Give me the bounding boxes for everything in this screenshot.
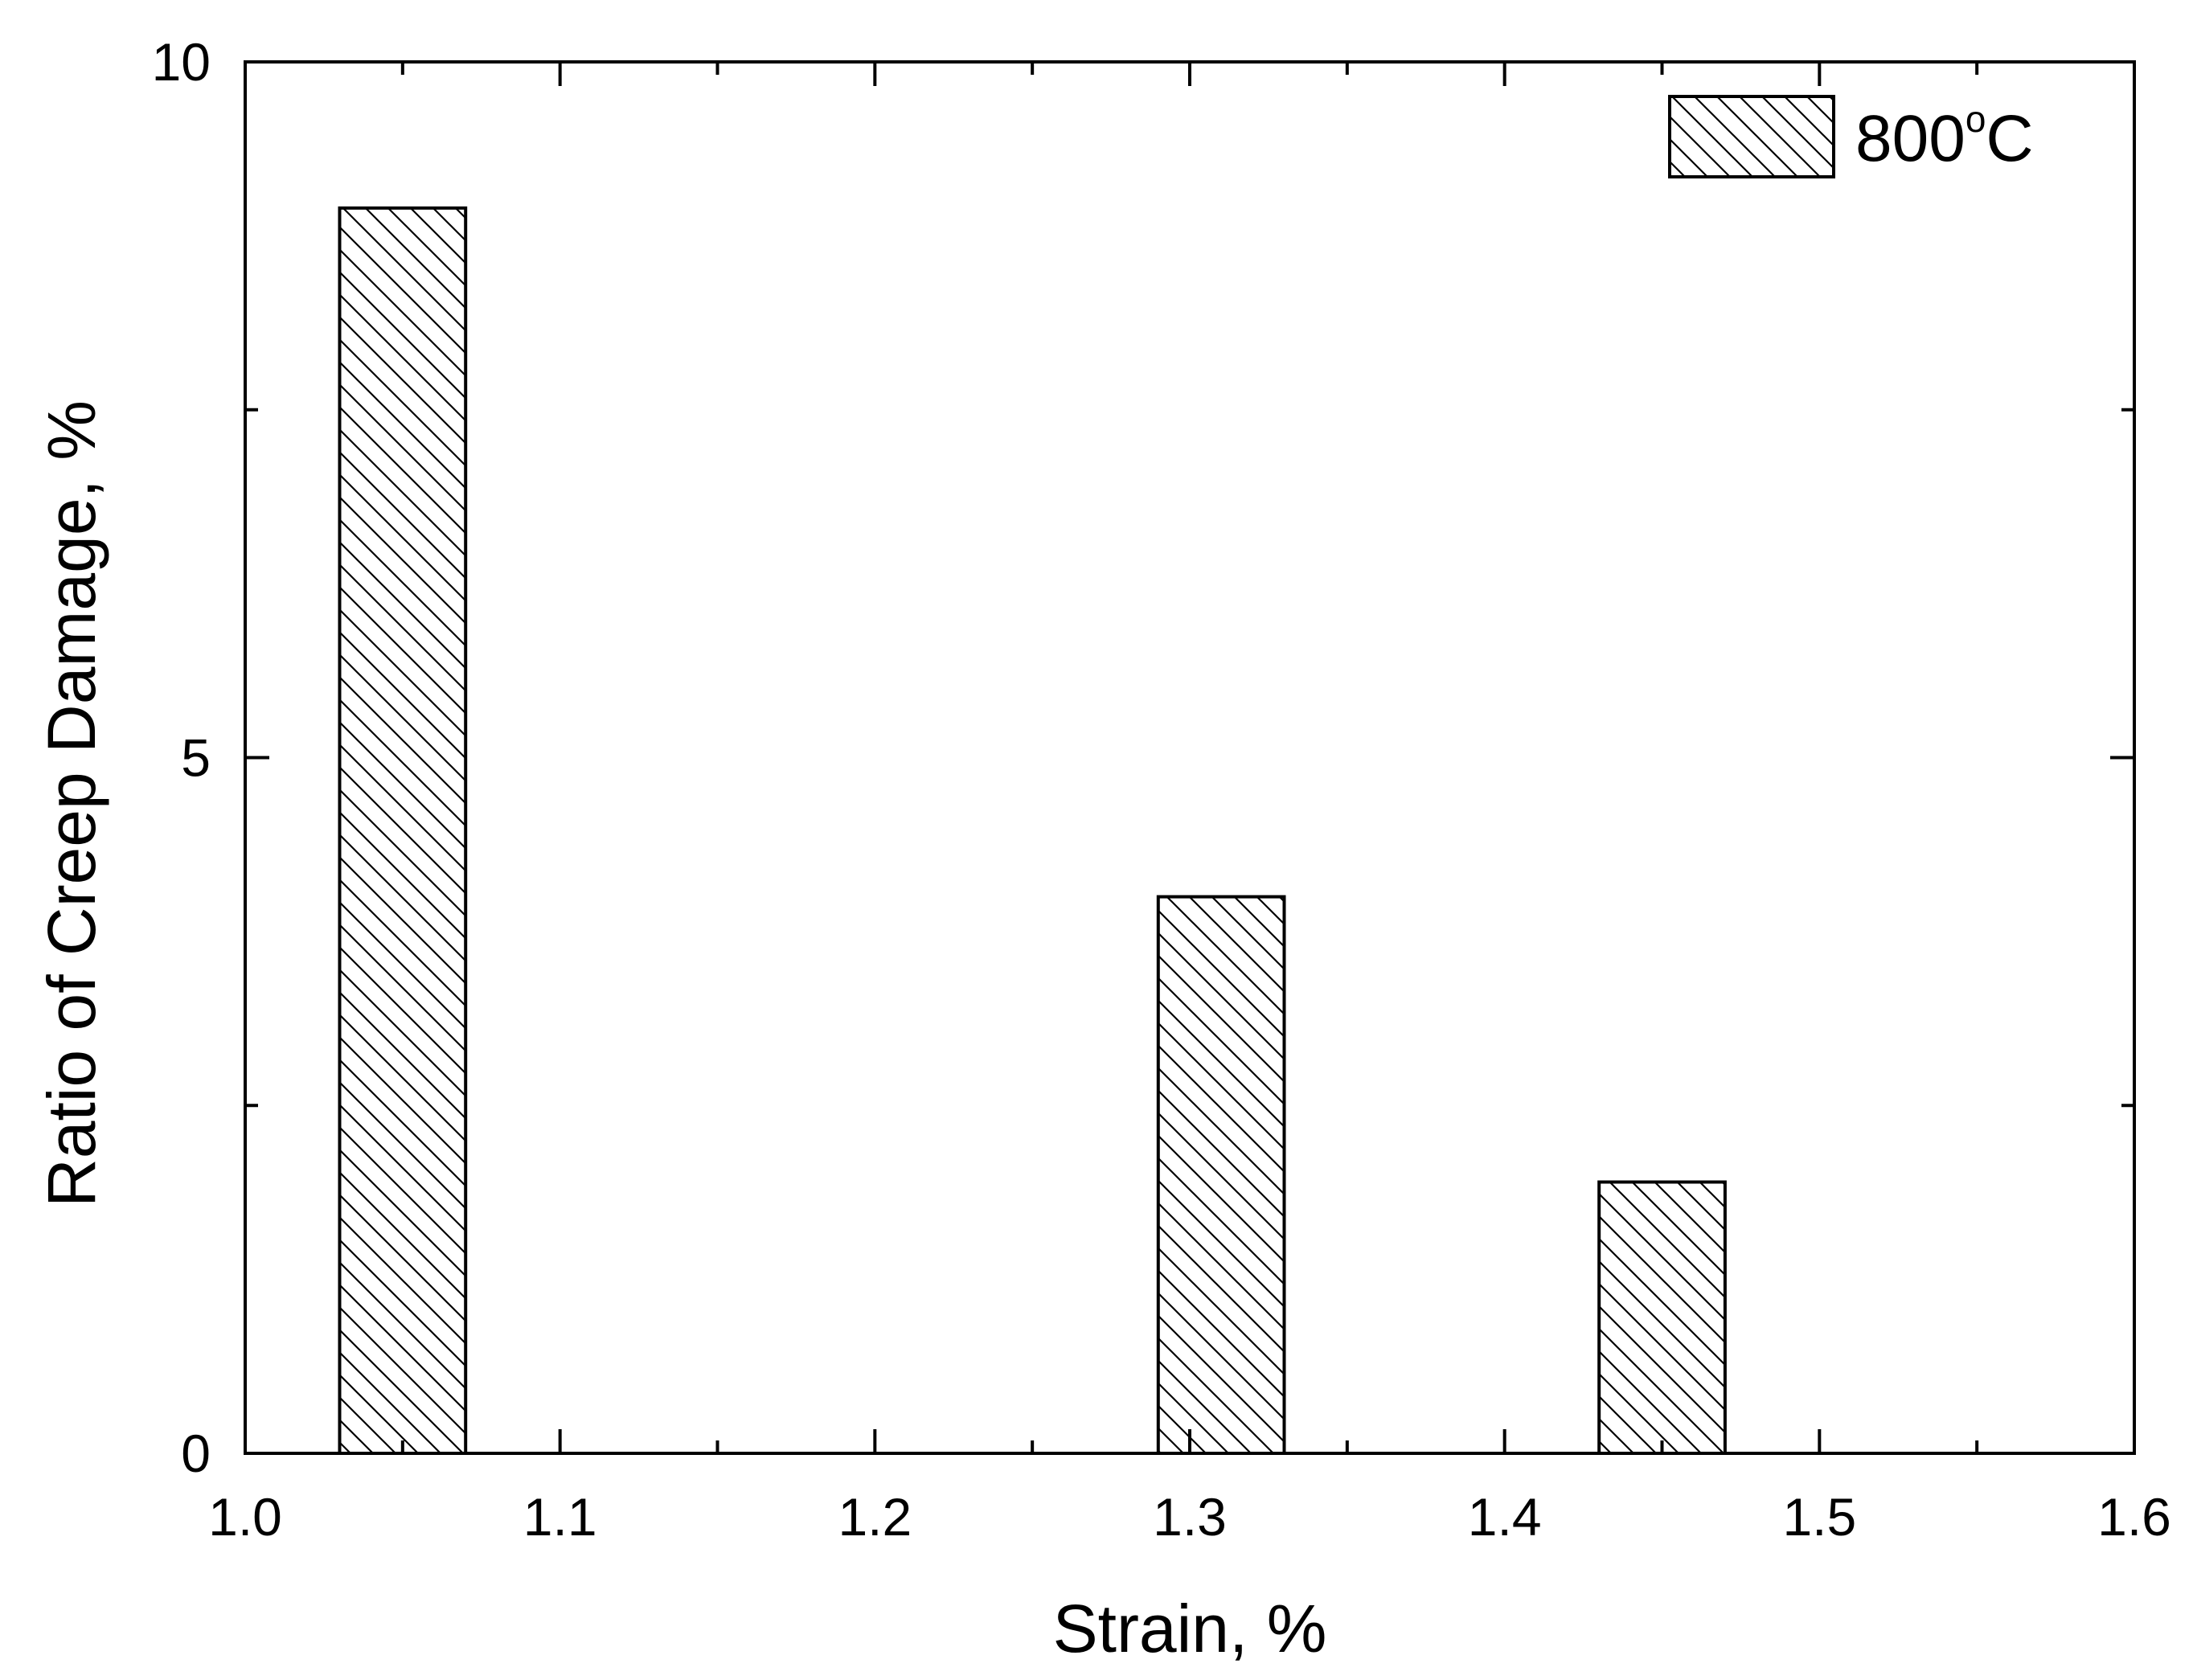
bar	[338, 206, 468, 1455]
y-axis-ticks: 0 5 10	[152, 32, 2134, 1483]
x-tick-label: 1.1	[523, 1487, 597, 1547]
bar	[1597, 1180, 1727, 1455]
legend-label: 800oC	[1855, 98, 2034, 175]
legend-label-value: 800	[1855, 102, 1966, 175]
x-tick-label: 1.3	[1153, 1487, 1227, 1547]
legend-label-unit: C	[1986, 102, 2033, 175]
x-tick-label: 1.5	[1782, 1487, 1856, 1547]
legend-swatch	[1668, 95, 1835, 178]
x-axis-ticks: 1.0 1.1 1.2 1.3 1.4 1.5 1.6	[208, 62, 2171, 1547]
x-tick-label: 1.6	[2097, 1487, 2171, 1547]
y-tick-label: 10	[152, 32, 211, 92]
x-axis-title: Strain, %	[1053, 1591, 1327, 1666]
x-tick-label: 1.0	[208, 1487, 282, 1547]
legend: 800oC	[1668, 95, 2034, 178]
bar	[1156, 895, 1286, 1455]
bars-group	[338, 206, 1727, 1455]
legend-label-degree: o	[1966, 98, 1986, 140]
x-tick-label: 1.4	[1468, 1487, 1542, 1547]
x-tick-label: 1.2	[838, 1487, 912, 1547]
y-tick-label: 5	[181, 728, 211, 788]
y-axis-title: Ratio of Creep Damage, %	[34, 400, 109, 1207]
y-tick-label: 0	[181, 1424, 211, 1483]
